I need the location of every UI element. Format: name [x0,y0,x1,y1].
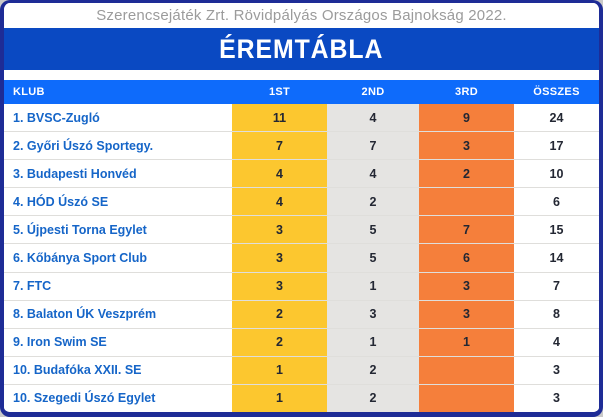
silver-count-cell: 7 [327,132,419,160]
table-row: 8. Balaton ÚK Veszprém 2 3 3 8 [4,299,599,328]
total-count-cell: 4 [514,328,599,356]
club-name-cell: 3. Budapesti Honvéd [13,166,137,181]
column-header-osszes: ÖSSZES [533,86,580,98]
bronze-count-cell: 3 [419,300,514,328]
silver-count-cell: 2 [327,384,419,412]
column-header-1st: 1ST [268,86,291,98]
gold-count-cell: 3 [232,272,327,300]
bronze-count-cell: 3 [419,272,514,300]
gold-count-cell: 7 [232,132,327,160]
club-name-cell: 1. BVSC-Zugló [13,110,100,125]
table-row: 6. Kőbánya Sport Club 3 5 6 14 [4,243,599,272]
club-name-cell: 4. HÓD Úszó SE [13,194,109,209]
column-header-2nd: 2ND [361,86,385,98]
bronze-count-cell: 9 [419,104,514,132]
total-count-cell: 24 [514,104,599,132]
bronze-count-cell [419,384,514,412]
club-name-cell: 10. Budafóka XXII. SE [13,363,142,378]
table-row: 9. Iron Swim SE 2 1 1 4 [4,327,599,356]
club-name-cell: 9. Iron Swim SE [13,335,107,350]
silver-count-cell: 3 [327,300,419,328]
total-count-cell: 15 [514,216,599,244]
table-header-row: KLUB 1ST 2ND 3RD ÖSSZES [4,80,599,104]
bronze-count-cell: 7 [419,216,514,244]
table-row: 5. Újpesti Torna Egylet 3 5 7 15 [4,215,599,244]
gold-count-cell: 3 [232,216,327,244]
silver-count-cell: 1 [327,328,419,356]
total-count-cell: 8 [514,300,599,328]
table-row: 4. HÓD Úszó SE 4 2 6 [4,187,599,216]
gold-count-cell: 11 [232,104,327,132]
silver-count-cell: 2 [327,356,419,384]
column-header-klub: KLUB [13,86,45,98]
column-header-3rd: 3RD [455,86,478,98]
club-name-cell: 7. FTC [13,279,52,294]
total-count-cell: 3 [514,356,599,384]
gold-count-cell: 4 [232,160,327,188]
gold-count-cell: 3 [232,244,327,272]
table-row: 3. Budapesti Honvéd 4 4 2 10 [4,159,599,188]
club-name-cell: 10. Szegedi Úszó Egylet [13,391,156,406]
page-title: ÉREMTÁBLA [219,33,384,64]
table-row: 10. Budafóka XXII. SE 1 2 3 [4,355,599,384]
tournament-banner: Szerencsejáték Zrt. Rövidpályás Országos… [4,3,599,28]
club-name-cell: 6. Kőbánya Sport Club [13,251,148,266]
bronze-count-cell [419,356,514,384]
table-row: 10. Szegedi Úszó Egylet 1 2 3 [4,383,599,412]
table-row: 1. BVSC-Zugló 11 4 9 24 [4,104,599,132]
total-count-cell: 6 [514,188,599,216]
silver-count-cell: 4 [327,160,419,188]
gold-count-cell: 2 [232,328,327,356]
total-count-cell: 10 [514,160,599,188]
bronze-count-cell: 6 [419,244,514,272]
table-row: 2. Győri Úszó Sportegy. 7 7 3 17 [4,131,599,160]
silver-count-cell: 5 [327,216,419,244]
bronze-count-cell: 1 [419,328,514,356]
silver-count-cell: 4 [327,104,419,132]
club-name-cell: 8. Balaton ÚK Veszprém [13,307,157,322]
bronze-count-cell: 2 [419,160,514,188]
silver-count-cell: 2 [327,188,419,216]
gold-count-cell: 2 [232,300,327,328]
total-count-cell: 14 [514,244,599,272]
table-row: 7. FTC 3 1 3 7 [4,271,599,300]
title-band: ÉREMTÁBLA [4,28,599,70]
club-name-cell: 5. Újpesti Torna Egylet [13,222,147,237]
table-body: 1. BVSC-Zugló 11 4 9 24 2. Győri Úszó Sp… [4,104,599,412]
tournament-title: Szerencsejáték Zrt. Rövidpályás Országos… [96,7,507,24]
total-count-cell: 3 [514,384,599,412]
bronze-count-cell: 3 [419,132,514,160]
spacer [4,70,599,80]
bronze-count-cell [419,188,514,216]
total-count-cell: 7 [514,272,599,300]
gold-count-cell: 4 [232,188,327,216]
gold-count-cell: 1 [232,384,327,412]
total-count-cell: 17 [514,132,599,160]
silver-count-cell: 1 [327,272,419,300]
gold-count-cell: 1 [232,356,327,384]
silver-count-cell: 5 [327,244,419,272]
club-name-cell: 2. Győri Úszó Sportegy. [13,138,154,153]
